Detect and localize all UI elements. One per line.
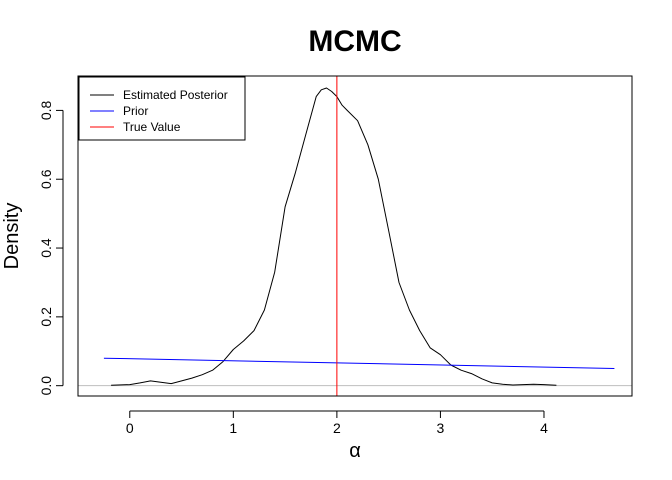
series-line-estimated-posterior	[111, 87, 557, 386]
y-tick-label: 0.2	[38, 307, 54, 327]
x-tick-label: 1	[229, 420, 237, 436]
legend-entry-label: Prior	[123, 104, 148, 118]
legend-box	[78, 76, 246, 141]
y-tick-label: 0.4	[38, 238, 54, 258]
y-tick-label: 0.6	[38, 169, 54, 189]
x-axis-label: α	[349, 440, 361, 462]
plot-frame	[77, 75, 633, 397]
x-tick-label: 3	[437, 420, 445, 436]
y-tick-label: 0.8	[38, 100, 54, 120]
y-axis-label: Density	[1, 203, 23, 270]
plot-content	[78, 76, 632, 396]
x-tick-label: 2	[333, 420, 341, 436]
x-tick-label: 0	[126, 420, 134, 436]
x-tick-label: 4	[540, 420, 548, 436]
y-axis: 0.0 0.2 0.4 0.6 0.8	[38, 100, 64, 396]
legend: Estimated Posterior Prior True Value	[78, 76, 246, 141]
x-axis: 0 1 2 3 4	[126, 410, 548, 436]
legend-entry-label: Estimated Posterior	[123, 88, 228, 102]
y-tick-label: 0.0	[38, 376, 54, 396]
legend-entry-label: True Value	[123, 120, 181, 134]
series-line-prior	[103, 357, 615, 369]
chart-title: MCMC	[308, 25, 401, 58]
